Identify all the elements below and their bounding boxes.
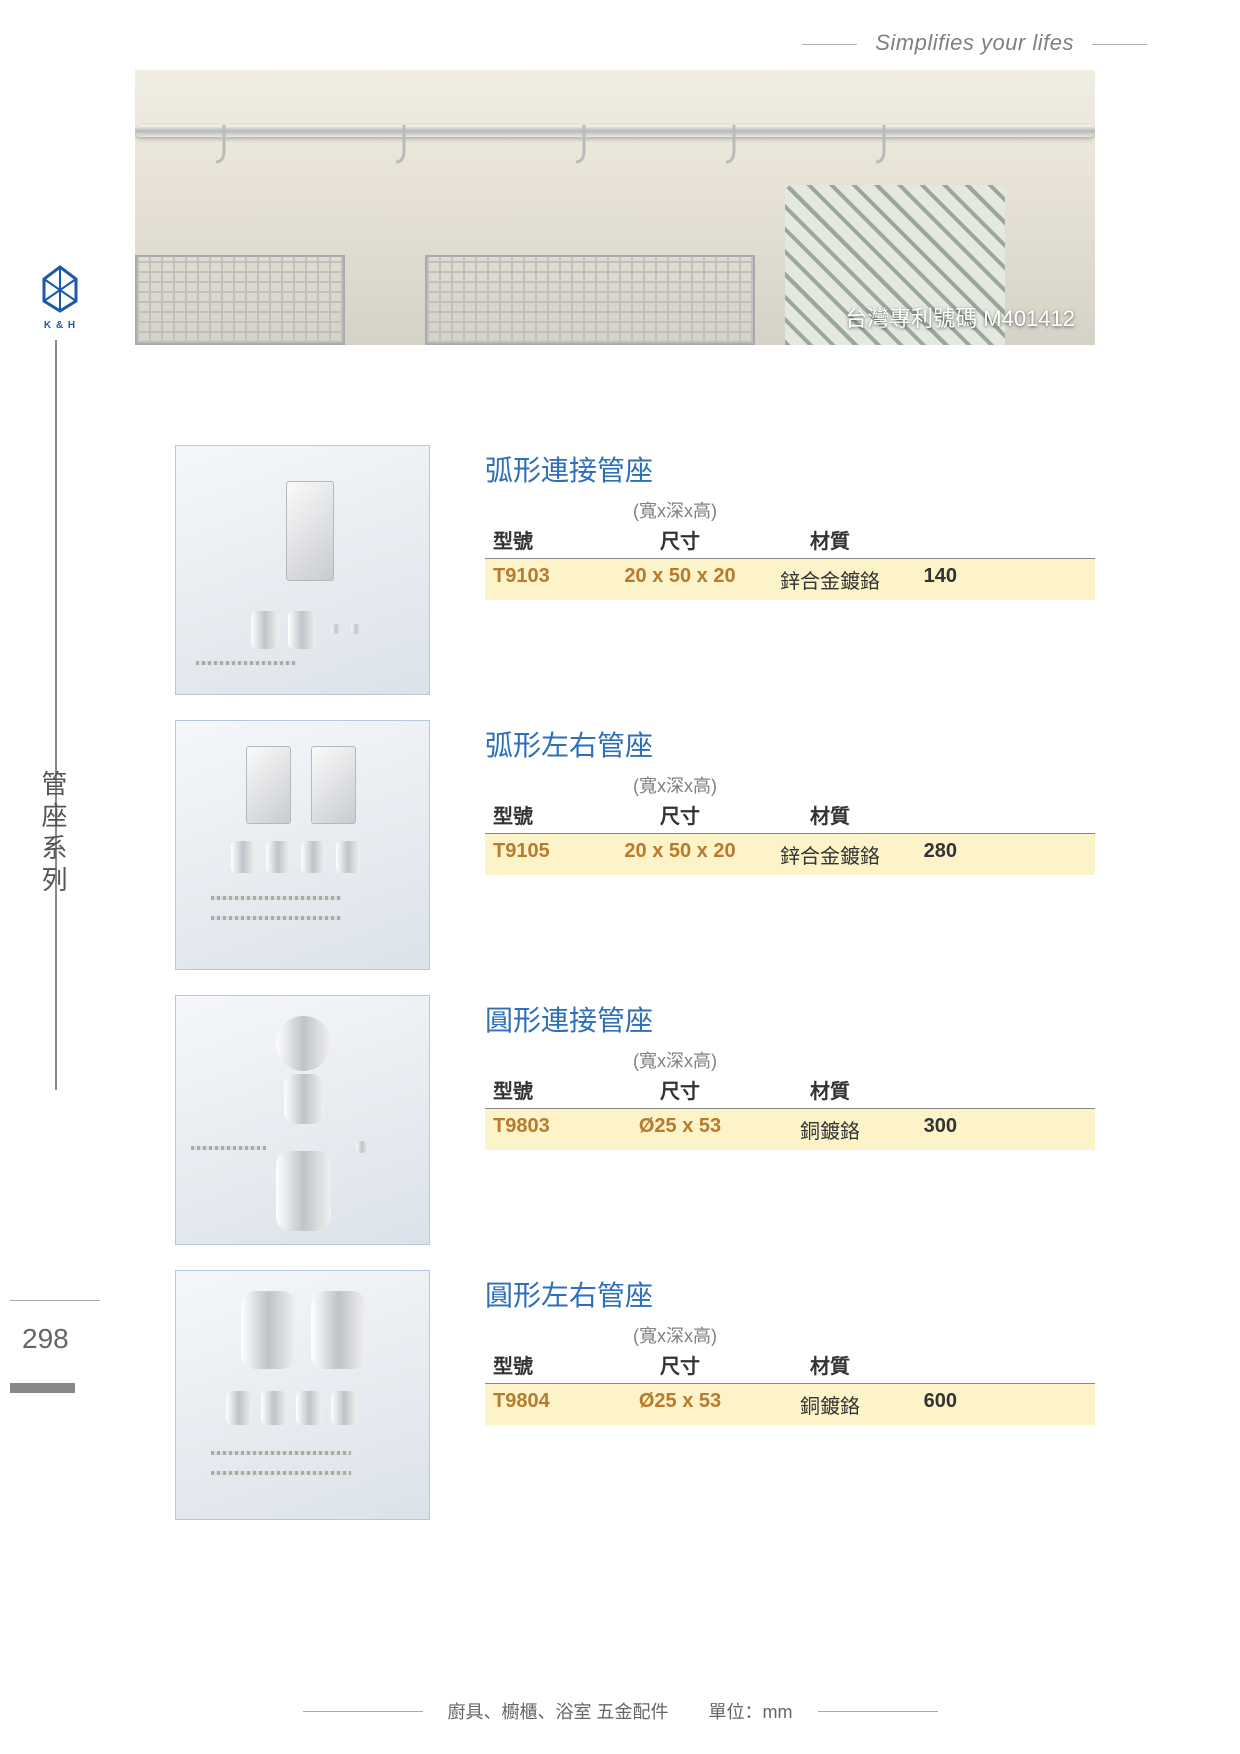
hook-icon <box>215 125 233 180</box>
dimension-hint: (寬x深x高) <box>595 1322 755 1348</box>
hero-basket <box>135 255 345 345</box>
hook-icon <box>725 125 743 180</box>
header-model: 型號 <box>485 800 595 829</box>
table-row: T9105 20 x 50 x 20 鋅合金鍍鉻 280 <box>485 834 1095 875</box>
header-model: 型號 <box>485 1350 595 1379</box>
spec-table: 型號 尺寸 材質 T9105 20 x 50 x 20 鋅合金鍍鉻 280 <box>485 800 1095 875</box>
cell-price: 280 <box>895 840 965 869</box>
product-title: 弧形左右管座 <box>485 724 1095 764</box>
product-block: 弧形連接管座 (寬x深x高) 型號 尺寸 材質 T9103 20 x 50 x … <box>175 445 1095 695</box>
page-footer: 廚具、櫥櫃、浴室 五金配件 單位：mm <box>0 1698 1240 1724</box>
product-block: 弧形左右管座 (寬x深x高) 型號 尺寸 材質 T9105 20 x 50 x … <box>175 720 1095 970</box>
hook-icon <box>875 125 893 180</box>
table-header-row: 型號 尺寸 材質 <box>485 1075 1095 1109</box>
header-material: 材質 <box>765 800 895 829</box>
cell-price: 300 <box>895 1115 965 1144</box>
cell-dimension: 20 x 50 x 20 <box>595 565 765 594</box>
table-row: T9804 Ø25 x 53 銅鍍鉻 600 <box>485 1384 1095 1425</box>
product-title: 圓形連接管座 <box>485 999 1095 1039</box>
dimension-hint: (寬x深x高) <box>595 1047 755 1073</box>
hero-basket <box>425 255 755 345</box>
header-dimension: 尺寸 <box>595 1075 765 1104</box>
product-thumbnail <box>175 1270 430 1520</box>
brand-logo: K & H <box>35 265 85 331</box>
cell-model: T9804 <box>485 1390 595 1419</box>
hero-banner: 台灣專利號碼 M401412 <box>135 70 1095 345</box>
hook-icon <box>575 125 593 180</box>
header-material: 材質 <box>765 525 895 554</box>
table-row: T9103 20 x 50 x 20 鋅合金鍍鉻 140 <box>485 559 1095 600</box>
brand-code: K & H <box>35 320 85 331</box>
header-dimension: 尺寸 <box>595 525 765 554</box>
product-thumbnail <box>175 720 430 970</box>
side-divider-line <box>55 340 57 1090</box>
cell-material: 鋅合金鍍鉻 <box>765 840 895 869</box>
header-dimension: 尺寸 <box>595 800 765 829</box>
product-thumbnail <box>175 445 430 695</box>
hero-rail <box>135 125 1095 137</box>
product-title: 圓形左右管座 <box>485 1274 1095 1314</box>
header-tagline: Simplifies your lifes <box>784 30 1165 56</box>
page-number-block: 298 <box>10 1300 100 1393</box>
product-block: 圓形左右管座 (寬x深x高) 型號 尺寸 材質 T9804 Ø25 x 53 銅… <box>175 1270 1095 1520</box>
category-label: 管座系列 <box>35 770 72 898</box>
cell-price: 140 <box>895 565 965 594</box>
header-dimension: 尺寸 <box>595 1350 765 1379</box>
dimension-hint: (寬x深x高) <box>595 772 755 798</box>
spec-table: 型號 尺寸 材質 T9804 Ø25 x 53 銅鍍鉻 600 <box>485 1350 1095 1425</box>
cell-model: T9803 <box>485 1115 595 1144</box>
table-header-row: 型號 尺寸 材質 <box>485 525 1095 559</box>
product-thumbnail <box>175 995 430 1245</box>
cell-material: 鋅合金鍍鉻 <box>765 565 895 594</box>
dimension-hint: (寬x深x高) <box>595 497 755 523</box>
header-material: 材質 <box>765 1075 895 1104</box>
header-model: 型號 <box>485 525 595 554</box>
footer-right-text: 單位：mm <box>709 1698 793 1724</box>
patent-number: 台灣專利號碼 M401412 <box>845 301 1075 333</box>
cell-dimension: Ø25 x 53 <box>595 1115 765 1144</box>
table-header-row: 型號 尺寸 材質 <box>485 1350 1095 1384</box>
page-number: 298 <box>22 1323 100 1355</box>
table-row: T9803 Ø25 x 53 銅鍍鉻 300 <box>485 1109 1095 1150</box>
spec-table: 型號 尺寸 材質 T9803 Ø25 x 53 銅鍍鉻 300 <box>485 1075 1095 1150</box>
cell-dimension: Ø25 x 53 <box>595 1390 765 1419</box>
cell-price: 600 <box>895 1390 965 1419</box>
footer-left-text: 廚具、櫥櫃、浴室 五金配件 <box>448 1698 669 1724</box>
product-title: 弧形連接管座 <box>485 449 1095 489</box>
header-material: 材質 <box>765 1350 895 1379</box>
cell-model: T9103 <box>485 565 595 594</box>
spec-table: 型號 尺寸 材質 T9103 20 x 50 x 20 鋅合金鍍鉻 140 <box>485 525 1095 600</box>
cell-material: 銅鍍鉻 <box>765 1115 895 1144</box>
cell-model: T9105 <box>485 840 595 869</box>
table-header-row: 型號 尺寸 材質 <box>485 800 1095 834</box>
header-model: 型號 <box>485 1075 595 1104</box>
product-block: 圓形連接管座 (寬x深x高) 型號 尺寸 材質 T9803 Ø25 x 53 銅… <box>175 995 1095 1245</box>
hook-icon <box>395 125 413 180</box>
cell-material: 銅鍍鉻 <box>765 1390 895 1419</box>
cell-dimension: 20 x 50 x 20 <box>595 840 765 869</box>
